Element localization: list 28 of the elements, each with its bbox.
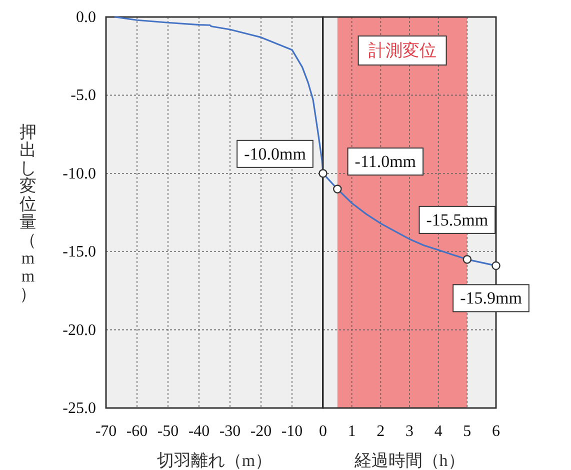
text: 押出し変位量（mm） [20, 122, 36, 304]
x-tick-label: -70 [95, 423, 117, 440]
annotation: -10.0mm [244, 144, 306, 164]
y-tick-label: -25.0 [62, 400, 96, 417]
y-tick-label: -10.0 [62, 165, 96, 182]
x-tick-label: 3 [406, 423, 414, 440]
x-tick-label: 4 [434, 423, 442, 440]
y-tick-label: 0.0 [76, 9, 96, 26]
x-axis-title: 経過時間（h） [353, 451, 465, 470]
x-tick-label: -10 [281, 423, 303, 440]
x-tick-label: 1 [348, 423, 356, 440]
x-tick-label: 6 [492, 423, 500, 440]
x-tick-label: -50 [157, 423, 179, 440]
x-axis-title: 切羽離れ（m） [156, 451, 272, 470]
annotation: -15.9mm [460, 288, 522, 308]
annotation: -15.5mm [426, 210, 488, 230]
x-tick-label: -30 [219, 423, 241, 440]
band-label: 計測変位 [368, 41, 436, 60]
x-tick-label: 0 [319, 423, 327, 440]
x-tick-label: -40 [188, 423, 210, 440]
x-tick-label: 5 [463, 423, 472, 440]
annotation: -11.0mm [354, 152, 416, 172]
x-tick-label: -60 [126, 423, 148, 440]
y-tick-label: -5.0 [70, 87, 96, 104]
x-tick-label: -20 [250, 423, 272, 440]
y-tick-label: -15.0 [62, 244, 96, 261]
x-tick-label: 2 [376, 423, 385, 440]
y-tick-label: -20.0 [62, 322, 96, 339]
